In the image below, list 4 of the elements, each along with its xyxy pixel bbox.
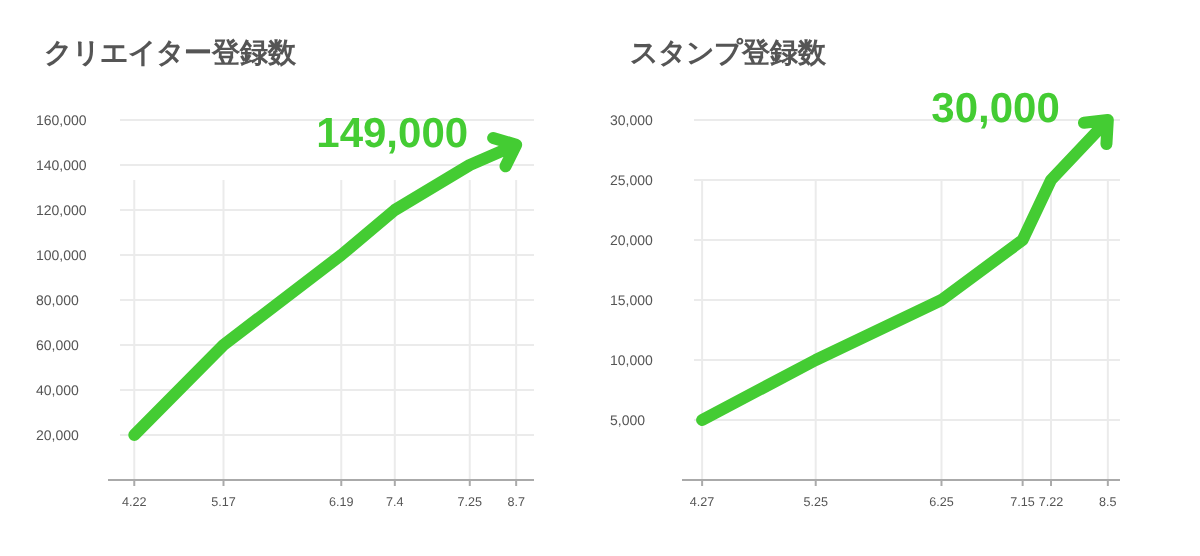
annotation: 30,000 xyxy=(931,86,1060,132)
chart-title: クリエイター登録数 xyxy=(44,36,298,68)
chart-title: スタンプ登録数 xyxy=(630,36,828,68)
annotation: 149,000 xyxy=(316,110,469,157)
